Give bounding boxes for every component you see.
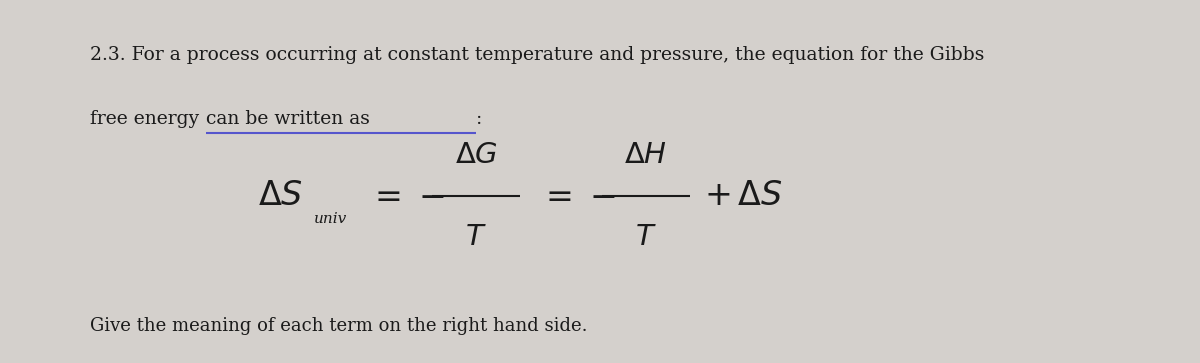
Text: $\Delta S$: $\Delta S$ [258,179,304,212]
Text: $\Delta G$: $\Delta G$ [455,141,498,169]
Text: univ: univ [313,212,347,226]
Text: $=$: $=$ [368,179,401,212]
Text: :: : [476,110,482,128]
Text: $=$: $=$ [539,179,571,212]
Text: $T$: $T$ [635,223,656,251]
Text: can be written as: can be written as [206,110,370,128]
Text: 2.3. For a process occurring at constant temperature and pressure, the equation : 2.3. For a process occurring at constant… [90,46,984,64]
Text: Give the meaning of each term on the right hand side.: Give the meaning of each term on the rig… [90,317,587,335]
Text: $\Delta H$: $\Delta H$ [624,141,667,169]
Text: $T$: $T$ [466,223,487,251]
Text: $+\,\Delta S$: $+\,\Delta S$ [703,179,782,212]
Text: $-$: $-$ [589,179,616,212]
Text: $-$: $-$ [418,179,444,212]
Text: free energy: free energy [90,110,205,128]
